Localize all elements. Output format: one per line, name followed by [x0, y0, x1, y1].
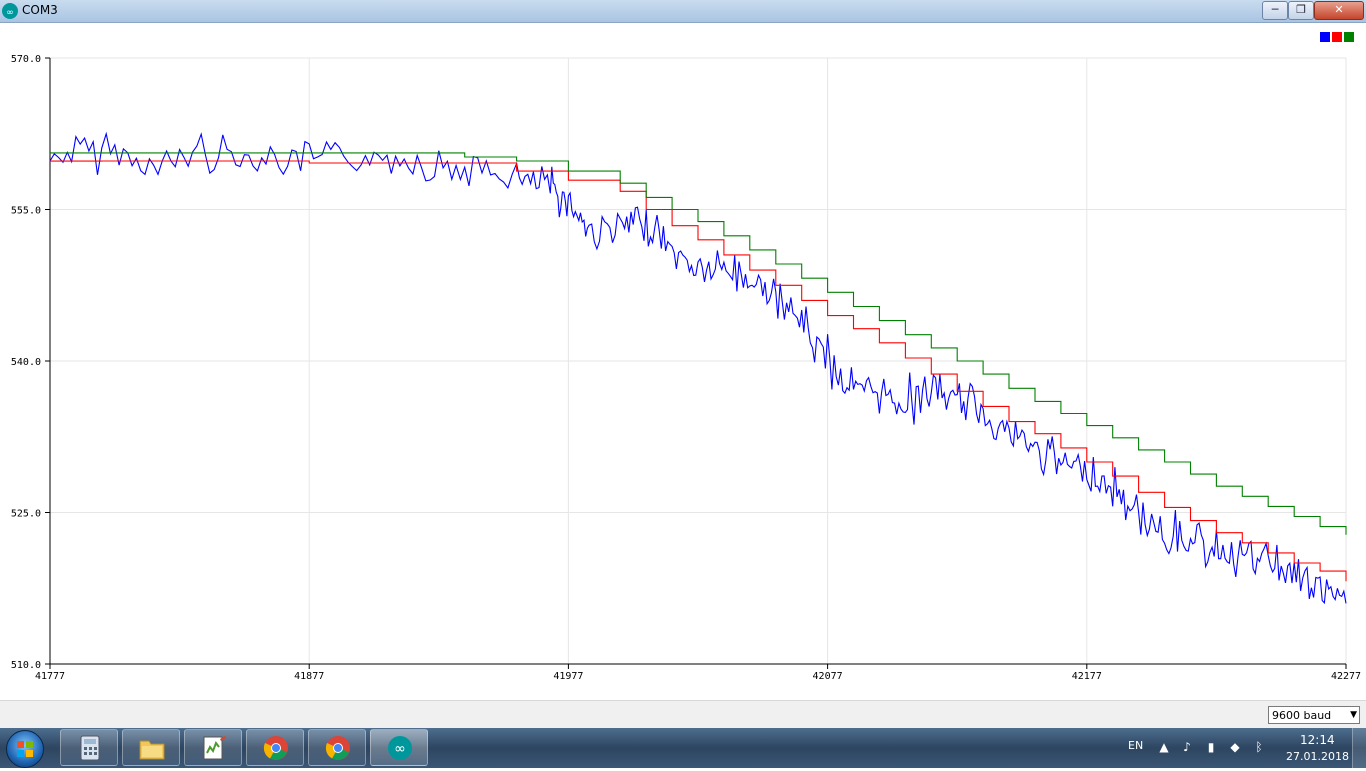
x-tick-label: 42277	[1331, 671, 1361, 682]
show-desktop-button[interactable]	[1352, 728, 1366, 768]
start-button[interactable]	[6, 730, 44, 768]
network-icon[interactable]: ▮	[1207, 740, 1215, 754]
legend-swatch	[1332, 32, 1342, 42]
window-titlebar: ∞ COM3 ─ ❐ ✕	[0, 0, 1366, 23]
x-tick-label: 42177	[1072, 671, 1102, 682]
legend-swatch	[1320, 32, 1330, 42]
clock-time[interactable]: 12:14	[1300, 733, 1335, 747]
windows-taskbar: ∞ EN ▲ ♪ ▮ ◆ ᛒ 12:14 27.01.2018	[0, 728, 1366, 768]
svg-text:∞: ∞	[6, 8, 14, 18]
chevron-down-icon: ▼	[1350, 710, 1357, 720]
svg-text:∞: ∞	[394, 741, 406, 757]
tray-expand-icon[interactable]: ▲	[1159, 740, 1169, 754]
folder-icon	[139, 740, 165, 760]
legend-swatch	[1344, 32, 1354, 42]
taskbar-item-calculator[interactable]	[60, 729, 118, 766]
serial-plotter: 510.0 525.0 540.0 555.0 570.0 41777 41877 41977…	[0, 23, 1366, 700]
window-title: COM3	[22, 3, 58, 17]
plot-chart: 510.0 525.0 540.0 555.0 570.0 41777 41877 41977…	[11, 32, 1361, 682]
x-tick-label: 41877	[294, 671, 324, 682]
taskbar-item-chrome-1[interactable]	[246, 729, 304, 766]
x-tick-label: 41977	[553, 671, 583, 682]
y-tick-label: 540.0	[11, 357, 41, 368]
dropbox-icon[interactable]: ◆	[1230, 740, 1240, 754]
clock-date[interactable]: 27.01.2018	[1286, 750, 1349, 763]
x-tick-label: 41777	[35, 671, 65, 682]
y-tick-label: 570.0	[11, 54, 41, 65]
notepad-plus-icon	[203, 736, 226, 760]
arduino-icon: ∞	[2, 3, 18, 19]
series-line-1	[50, 160, 1347, 582]
y-tick-label: 525.0	[11, 509, 41, 520]
chrome-icon	[325, 736, 350, 760]
windows-logo-icon	[17, 741, 33, 757]
y-tick-label: 555.0	[11, 206, 41, 217]
maximize-button[interactable]: ❐	[1288, 1, 1314, 20]
taskbar-item-chrome-2[interactable]	[308, 729, 366, 766]
close-button[interactable]: ✕	[1314, 1, 1364, 20]
minimize-button[interactable]: ─	[1262, 1, 1288, 20]
series-line-0	[49, 131, 1347, 605]
calculator-icon	[80, 735, 100, 761]
bluetooth-icon[interactable]: ᛒ	[1255, 740, 1263, 754]
taskbar-item-arduino[interactable]: ∞	[370, 729, 428, 766]
baud-rate-value: 9600 baud	[1272, 709, 1332, 722]
series-line-2	[50, 152, 1347, 535]
plotter-bottom-bar: 9600 baud ▼	[0, 700, 1366, 729]
baud-rate-select[interactable]: 9600 baud ▼	[1268, 706, 1360, 724]
arduino-icon: ∞	[388, 736, 412, 760]
chrome-icon	[263, 736, 288, 760]
volume-icon[interactable]: ♪	[1183, 740, 1191, 754]
taskbar-item-explorer[interactable]	[122, 729, 180, 766]
language-indicator[interactable]: EN	[1128, 739, 1144, 752]
taskbar-item-notepad[interactable]	[184, 729, 242, 766]
x-tick-label: 42077	[813, 671, 843, 682]
y-tick-label: 510.0	[11, 660, 41, 671]
